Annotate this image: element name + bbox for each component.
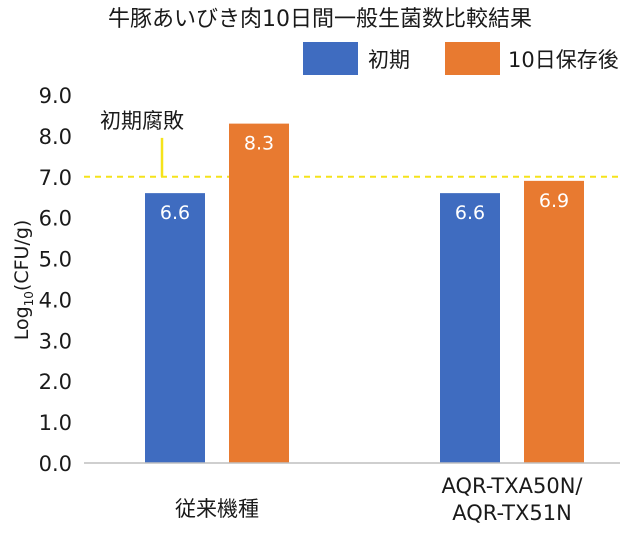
y-axis-title-suffix: (CFU/g) bbox=[11, 220, 33, 291]
y-tick-label: 2.0 bbox=[39, 370, 72, 394]
bar-initial-0 bbox=[145, 193, 205, 463]
x-category-label: AQR-TXA50N/ bbox=[441, 474, 583, 498]
y-tick-label: 8.0 bbox=[39, 125, 72, 149]
x-category-label: 従来機種 bbox=[175, 497, 259, 521]
y-tick-label: 3.0 bbox=[39, 329, 72, 353]
x-category-label: AQR-TX51N bbox=[452, 501, 572, 525]
y-axis-title-base: Log bbox=[11, 306, 33, 340]
chart-title: 牛豚あいびき肉10日間一般生菌数比較結果 bbox=[108, 7, 532, 32]
y-tick-label: 0.0 bbox=[39, 452, 72, 476]
threshold-label: 初期腐敗 bbox=[100, 109, 184, 133]
legend-swatch-after-10-days bbox=[445, 42, 500, 75]
bar-data-label: 8.3 bbox=[244, 133, 274, 155]
y-axis-title-subscript: 10 bbox=[22, 291, 36, 306]
bars: 6.6 6.6 8.3 6.9 bbox=[145, 123, 584, 463]
legend-label-after-10-days: 10日保存後 bbox=[508, 48, 619, 72]
legend-swatch-initial bbox=[303, 42, 358, 75]
bar-data-label: 6.6 bbox=[455, 202, 485, 224]
bar-after-10-days-1 bbox=[524, 180, 584, 463]
bar-after-10-days-0 bbox=[229, 123, 289, 463]
y-axis-title: Log10(CFU/g) bbox=[11, 220, 36, 341]
bar-data-label: 6.6 bbox=[160, 202, 190, 224]
legend-label-initial: 初期 bbox=[368, 48, 410, 72]
y-tick-label: 6.0 bbox=[39, 207, 72, 231]
y-tick-label: 4.0 bbox=[39, 288, 72, 312]
y-axis-ticks: 0.0 1.0 2.0 3.0 4.0 5.0 6.0 7.0 8.0 9.0 bbox=[39, 84, 72, 476]
x-axis-labels: 従来機種 AQR-TXA50N/AQR-TX51N bbox=[175, 474, 583, 525]
bar-initial-1 bbox=[440, 193, 500, 463]
y-tick-label: 9.0 bbox=[39, 84, 72, 108]
bar-data-label: 6.9 bbox=[539, 190, 569, 212]
threshold-group: 初期腐敗 bbox=[84, 109, 620, 178]
y-tick-label: 1.0 bbox=[39, 411, 72, 435]
y-tick-label: 7.0 bbox=[39, 166, 72, 190]
legend: 初期 10日保存後 bbox=[303, 42, 619, 75]
y-tick-label: 5.0 bbox=[39, 248, 72, 272]
